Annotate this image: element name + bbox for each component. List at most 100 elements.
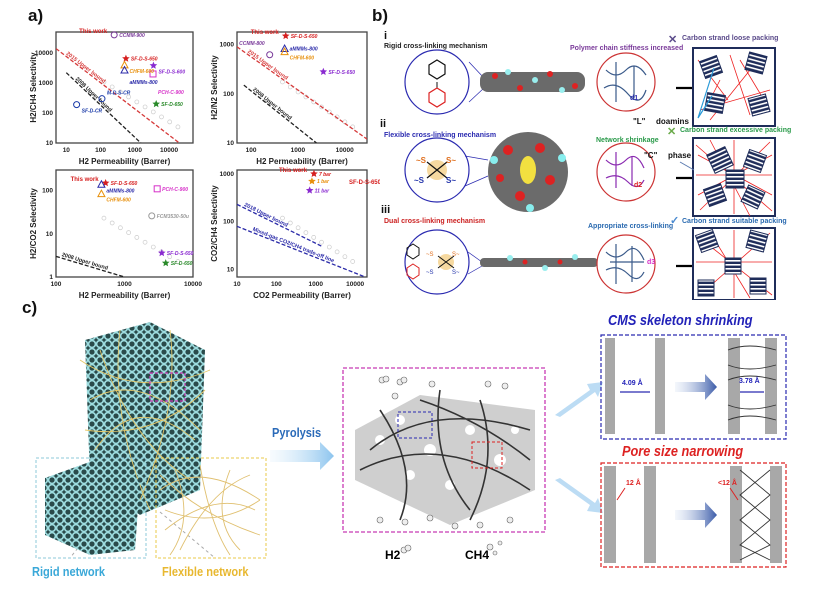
gas-molecules	[376, 375, 514, 556]
x-tick-label: 1000	[128, 147, 143, 154]
row-i-graphics	[404, 47, 776, 127]
chain-zoom-ii	[596, 142, 656, 202]
data-point-circle	[148, 212, 156, 220]
data-point-label: SF-D-CR	[82, 109, 103, 115]
x-tick-label: 100	[271, 281, 282, 288]
literature-point	[167, 119, 173, 125]
loose-packing-label: Carbon strand loose packing	[682, 35, 779, 42]
data-point-label: SF-D-S-600	[158, 70, 185, 76]
x-axis-label: H2 Permeability (Barrer)	[79, 157, 171, 166]
ch4-label: CH4	[465, 548, 490, 562]
y-axis-label: H2/CH4 Selectivity	[29, 52, 38, 123]
literature-point	[134, 235, 140, 240]
literature-point	[134, 99, 140, 105]
panel-c-label: c)	[22, 298, 38, 317]
y-tick-label: 1000	[220, 42, 235, 49]
d2-label: d2	[634, 182, 643, 189]
cross-icon: ✕	[667, 126, 677, 138]
x-tick-label: 10000	[346, 281, 364, 288]
literature-point	[159, 114, 164, 120]
upper-bound-line	[243, 84, 317, 143]
gap-after-value: 3.78 Å	[739, 378, 760, 385]
x-tick-label: 10	[233, 281, 241, 288]
pore-narrowing-title: Pore size narrowing	[622, 443, 744, 460]
y-tick-label: 10	[46, 140, 54, 147]
data-point-label: PCH-C-900	[158, 90, 184, 96]
x-tick-label: 10000	[160, 147, 178, 154]
literature-point	[326, 244, 332, 250]
data-point-label: SF-D-S-650	[111, 181, 138, 187]
svg-text:S~: S~	[446, 176, 456, 185]
plot-frame	[55, 31, 194, 144]
data-point-label: aMMMs-800	[290, 47, 318, 53]
y-tick-label: 1000	[39, 80, 54, 87]
y-axis-label: H2/N2 Selectivity	[210, 55, 219, 120]
shrinkage-note: Network shrinkage	[596, 137, 659, 144]
data-point-star	[308, 177, 316, 185]
data-point-label: CHFM-600	[130, 69, 155, 75]
data-point-label: CHFM-600	[106, 198, 131, 204]
literature-point	[280, 215, 285, 221]
x-tick-label: 10	[63, 147, 71, 154]
row-ii-graphics: ~S S~ ~S S~	[404, 132, 776, 217]
y-tick-label: 100	[42, 188, 53, 195]
data-point-triangle	[280, 43, 289, 53]
plot-1: 10 100 1000 10000 10 100 1000 10000 H2 Permeabil…	[29, 29, 194, 166]
cross-icon: ✕	[668, 34, 678, 46]
appropriate-note: Appropriate cross-linking	[588, 223, 674, 230]
annotation-this-work: This work	[279, 168, 308, 174]
literature-point	[150, 244, 156, 250]
y-tick-label: 100	[42, 110, 53, 117]
data-point-label: M-D-S-CR	[107, 91, 131, 97]
x-axis-label: H2 Permeability (Barrer)	[256, 157, 348, 166]
data-point-label: aMMMs-800	[130, 80, 158, 86]
svg-text:S~: S~	[446, 156, 456, 165]
chain-zoom-iii	[596, 234, 656, 294]
gap-before-value: 4.09 Å	[622, 380, 643, 387]
x-tick-label: 1000	[309, 281, 324, 288]
flexible-network-image	[159, 464, 261, 556]
data-point-triangle	[120, 60, 129, 69]
upper-bound-line	[65, 72, 142, 143]
data-point-label: SF-D-S-650	[167, 251, 194, 257]
data-point-circle	[98, 95, 106, 103]
literature-point	[118, 89, 123, 95]
literature-point	[109, 84, 115, 90]
plot-3: 100 1000 10000 1 10 100 H2 Permeability (Barre…	[29, 169, 202, 300]
data-point-circle	[110, 31, 118, 39]
literature-point	[319, 104, 324, 110]
cms-shrinking-title: CMS skeleton shrinking	[608, 312, 753, 329]
y-tick-label: 100	[223, 219, 234, 226]
annotation-this-work: This work	[71, 177, 100, 183]
shrink-arrow	[675, 374, 717, 400]
data-point-label: SF-D-S-650	[291, 34, 318, 40]
data-point-triangle	[120, 65, 129, 74]
flexible-network-label: Flexible network	[162, 564, 249, 579]
narrowing-frame	[600, 462, 787, 568]
arrow-to-shrinking	[555, 382, 603, 417]
upper-bound-line	[237, 46, 367, 140]
rigid-mechanism-label: Rigid cross-linking mechanism	[384, 43, 488, 50]
dual-crosslinker-zoom	[404, 229, 470, 295]
plot-4: 10 100 1000 10000 10 100 1000 CO2 Permeability …	[210, 168, 380, 300]
literature-point	[142, 104, 148, 110]
data-point-label: SF-D-650	[161, 102, 183, 108]
svg-text:~S: ~S	[426, 252, 434, 258]
panel-a-label: a)	[28, 6, 44, 25]
literature-point	[175, 124, 181, 130]
data-point-star	[305, 186, 314, 194]
x-tick-label: 100	[246, 147, 257, 154]
svg-text:S~: S~	[452, 270, 460, 276]
data-point-label: CCMM-900	[119, 33, 145, 39]
data-point-star	[161, 259, 170, 267]
panel-b-label: b)	[372, 6, 389, 25]
h2-label: H2	[385, 548, 401, 562]
data-point-label: CCMM-800	[239, 41, 265, 47]
svg-text:~S: ~S	[414, 176, 425, 185]
data-point-circle	[266, 51, 274, 59]
literature-point	[287, 84, 293, 90]
check-icon: ✓	[670, 215, 680, 227]
data-point-star	[281, 31, 290, 40]
x-axis-label: H2 Permeability (Barrer)	[79, 291, 171, 300]
plot-frame	[236, 169, 368, 278]
